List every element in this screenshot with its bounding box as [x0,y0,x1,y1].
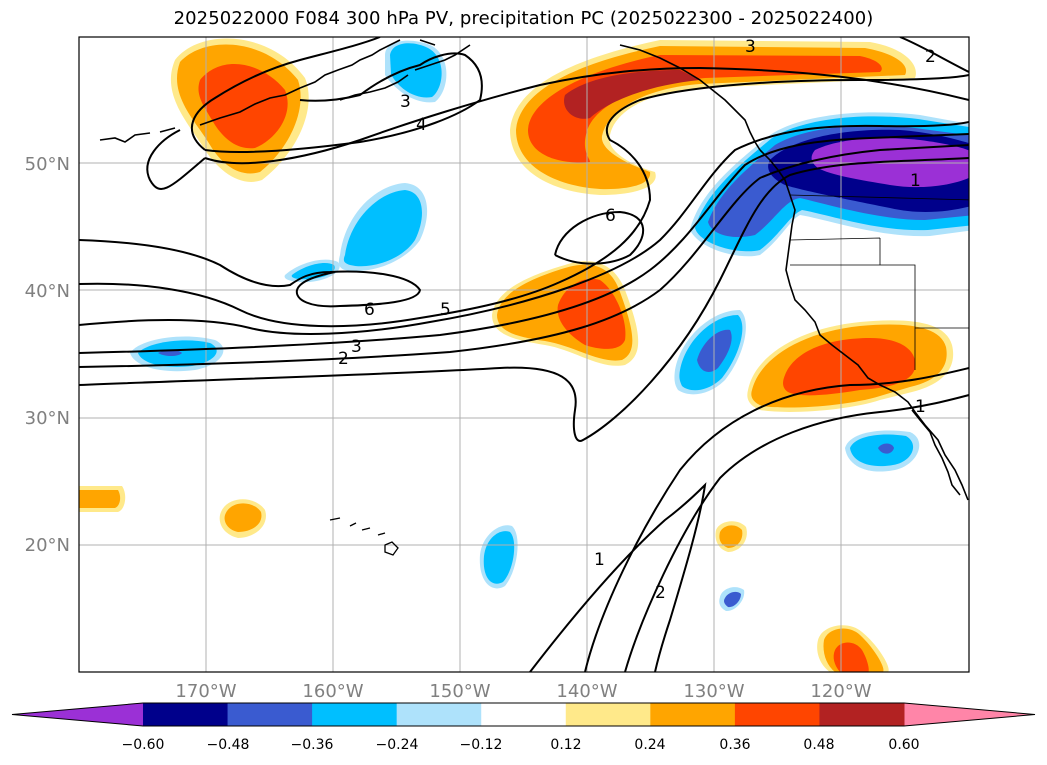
lon-label-160w: 160°W [302,681,363,702]
colorbar-swatch [481,703,567,726]
contour-line [79,121,969,335]
contour-line [204,52,483,153]
contour-labels: 3 3 4 6 6 5 3 2 2 1 2 1 1 [338,37,936,603]
coastline-hawaii [329,517,399,556]
colorbar-extend-min [12,703,143,726]
colorbar-labels: −0.60 −0.48 −0.36 −0.24 −0.12 0.12 0.24 … [122,737,920,753]
gridlines [79,37,969,672]
shading-small-orange [719,525,743,548]
contour-line [79,74,969,328]
contour-line [204,66,969,165]
pv-contours [79,37,969,672]
colorbar-swatch [312,703,398,726]
coastline-baja [911,409,961,496]
lat-label-30n: 30°N [25,408,70,429]
colorbar-swatch [396,703,482,726]
map-plot: 3 3 4 6 6 5 3 2 2 1 2 1 1 [79,37,969,672]
coastline-aleutians [99,87,301,143]
colorbar-extend-max [904,703,1035,726]
contour-label: 3 [745,37,756,57]
shading-alaska-red [198,63,288,149]
lon-label-150w: 150°W [429,681,490,702]
colorbar-tick-label: 0.24 [634,737,665,753]
contour-label: 3 [351,337,362,357]
border-us-canada [789,194,969,201]
colorbar [11,702,1036,727]
contour-label: 6 [605,206,616,226]
colorbar-tick-label: −0.12 [460,737,503,753]
contour-label: 1 [915,397,926,417]
longitude-labels: 170°W 160°W 150°W 140°W 130°W 120°W [175,681,871,702]
contour-label: 2 [925,47,936,67]
contour-line [624,394,969,672]
colorbar-tick-label: −0.36 [291,737,334,753]
contour-line [79,133,969,354]
map-frame [78,36,970,673]
contour-line [191,37,381,151]
shading-midpac-red [557,278,626,349]
colorbar-swatch [819,703,905,726]
shading-west-edge [79,490,121,508]
colorbar-swatch [650,703,736,726]
contour-label: 5 [440,300,451,320]
border-states [789,237,969,370]
shading-blue-h [724,591,741,608]
colorbar-tick-label: −0.48 [207,737,250,753]
contour-label: 2 [338,349,349,369]
shading-hawaii [224,503,262,532]
contour-line [146,129,206,190]
colorbar-tick-label: 0.36 [719,737,750,753]
shading-blue-a [343,190,422,267]
colorbar-tick-label: −0.60 [122,737,165,753]
colorbar-swatch [734,703,820,726]
contour-line [899,37,969,73]
colorbar-tick-label: 0.12 [550,737,581,753]
contour-label: 3 [400,92,411,112]
precipitation-shading [79,38,969,672]
contour-line [584,367,969,672]
shading-gulf-darkred [564,70,700,119]
lon-label-130w: 130°W [683,681,744,702]
contour-label: 6 [364,300,375,320]
contour-label: 1 [594,550,605,570]
colorbar-tick-label: −0.24 [376,737,419,753]
colorbar-tick-label: 0.48 [803,737,834,753]
shading-se-red [833,642,869,672]
colorbar-tick-label: 0.60 [888,737,919,753]
coastline-panhandle [619,44,761,151]
contour-line [554,210,645,265]
lat-label-20n: 20°N [25,535,70,556]
contour-line [79,144,969,368]
colorbar-swatch [227,703,313,726]
shading-blue-f-dark [878,443,894,454]
colorbar-outline [11,702,1036,727]
lat-label-50n: 50°N [25,154,70,175]
lat-label-40n: 40°N [25,281,70,302]
shading-blue-g [483,531,515,584]
contour-line [79,239,422,308]
map-title: 2025022000 F084 300 hPa PV, precipitatio… [173,8,874,29]
lon-label-170w: 170°W [175,681,236,702]
contour-label: 2 [655,583,666,603]
contour-line [529,482,707,672]
contour-label: 4 [416,115,427,135]
lon-label-140w: 140°W [556,681,617,702]
contour-line [79,157,969,442]
contour-label: 1 [910,171,921,191]
lon-label-120w: 120°W [810,681,871,702]
colorbar-swatch [565,703,651,726]
shading-calif-red [783,338,916,396]
coastline-alaska [299,39,471,101]
latitude-labels: 50°N 40°N 30°N 20°N [25,154,70,556]
colorbar-swatch [143,703,229,726]
coastlines [99,39,969,556]
